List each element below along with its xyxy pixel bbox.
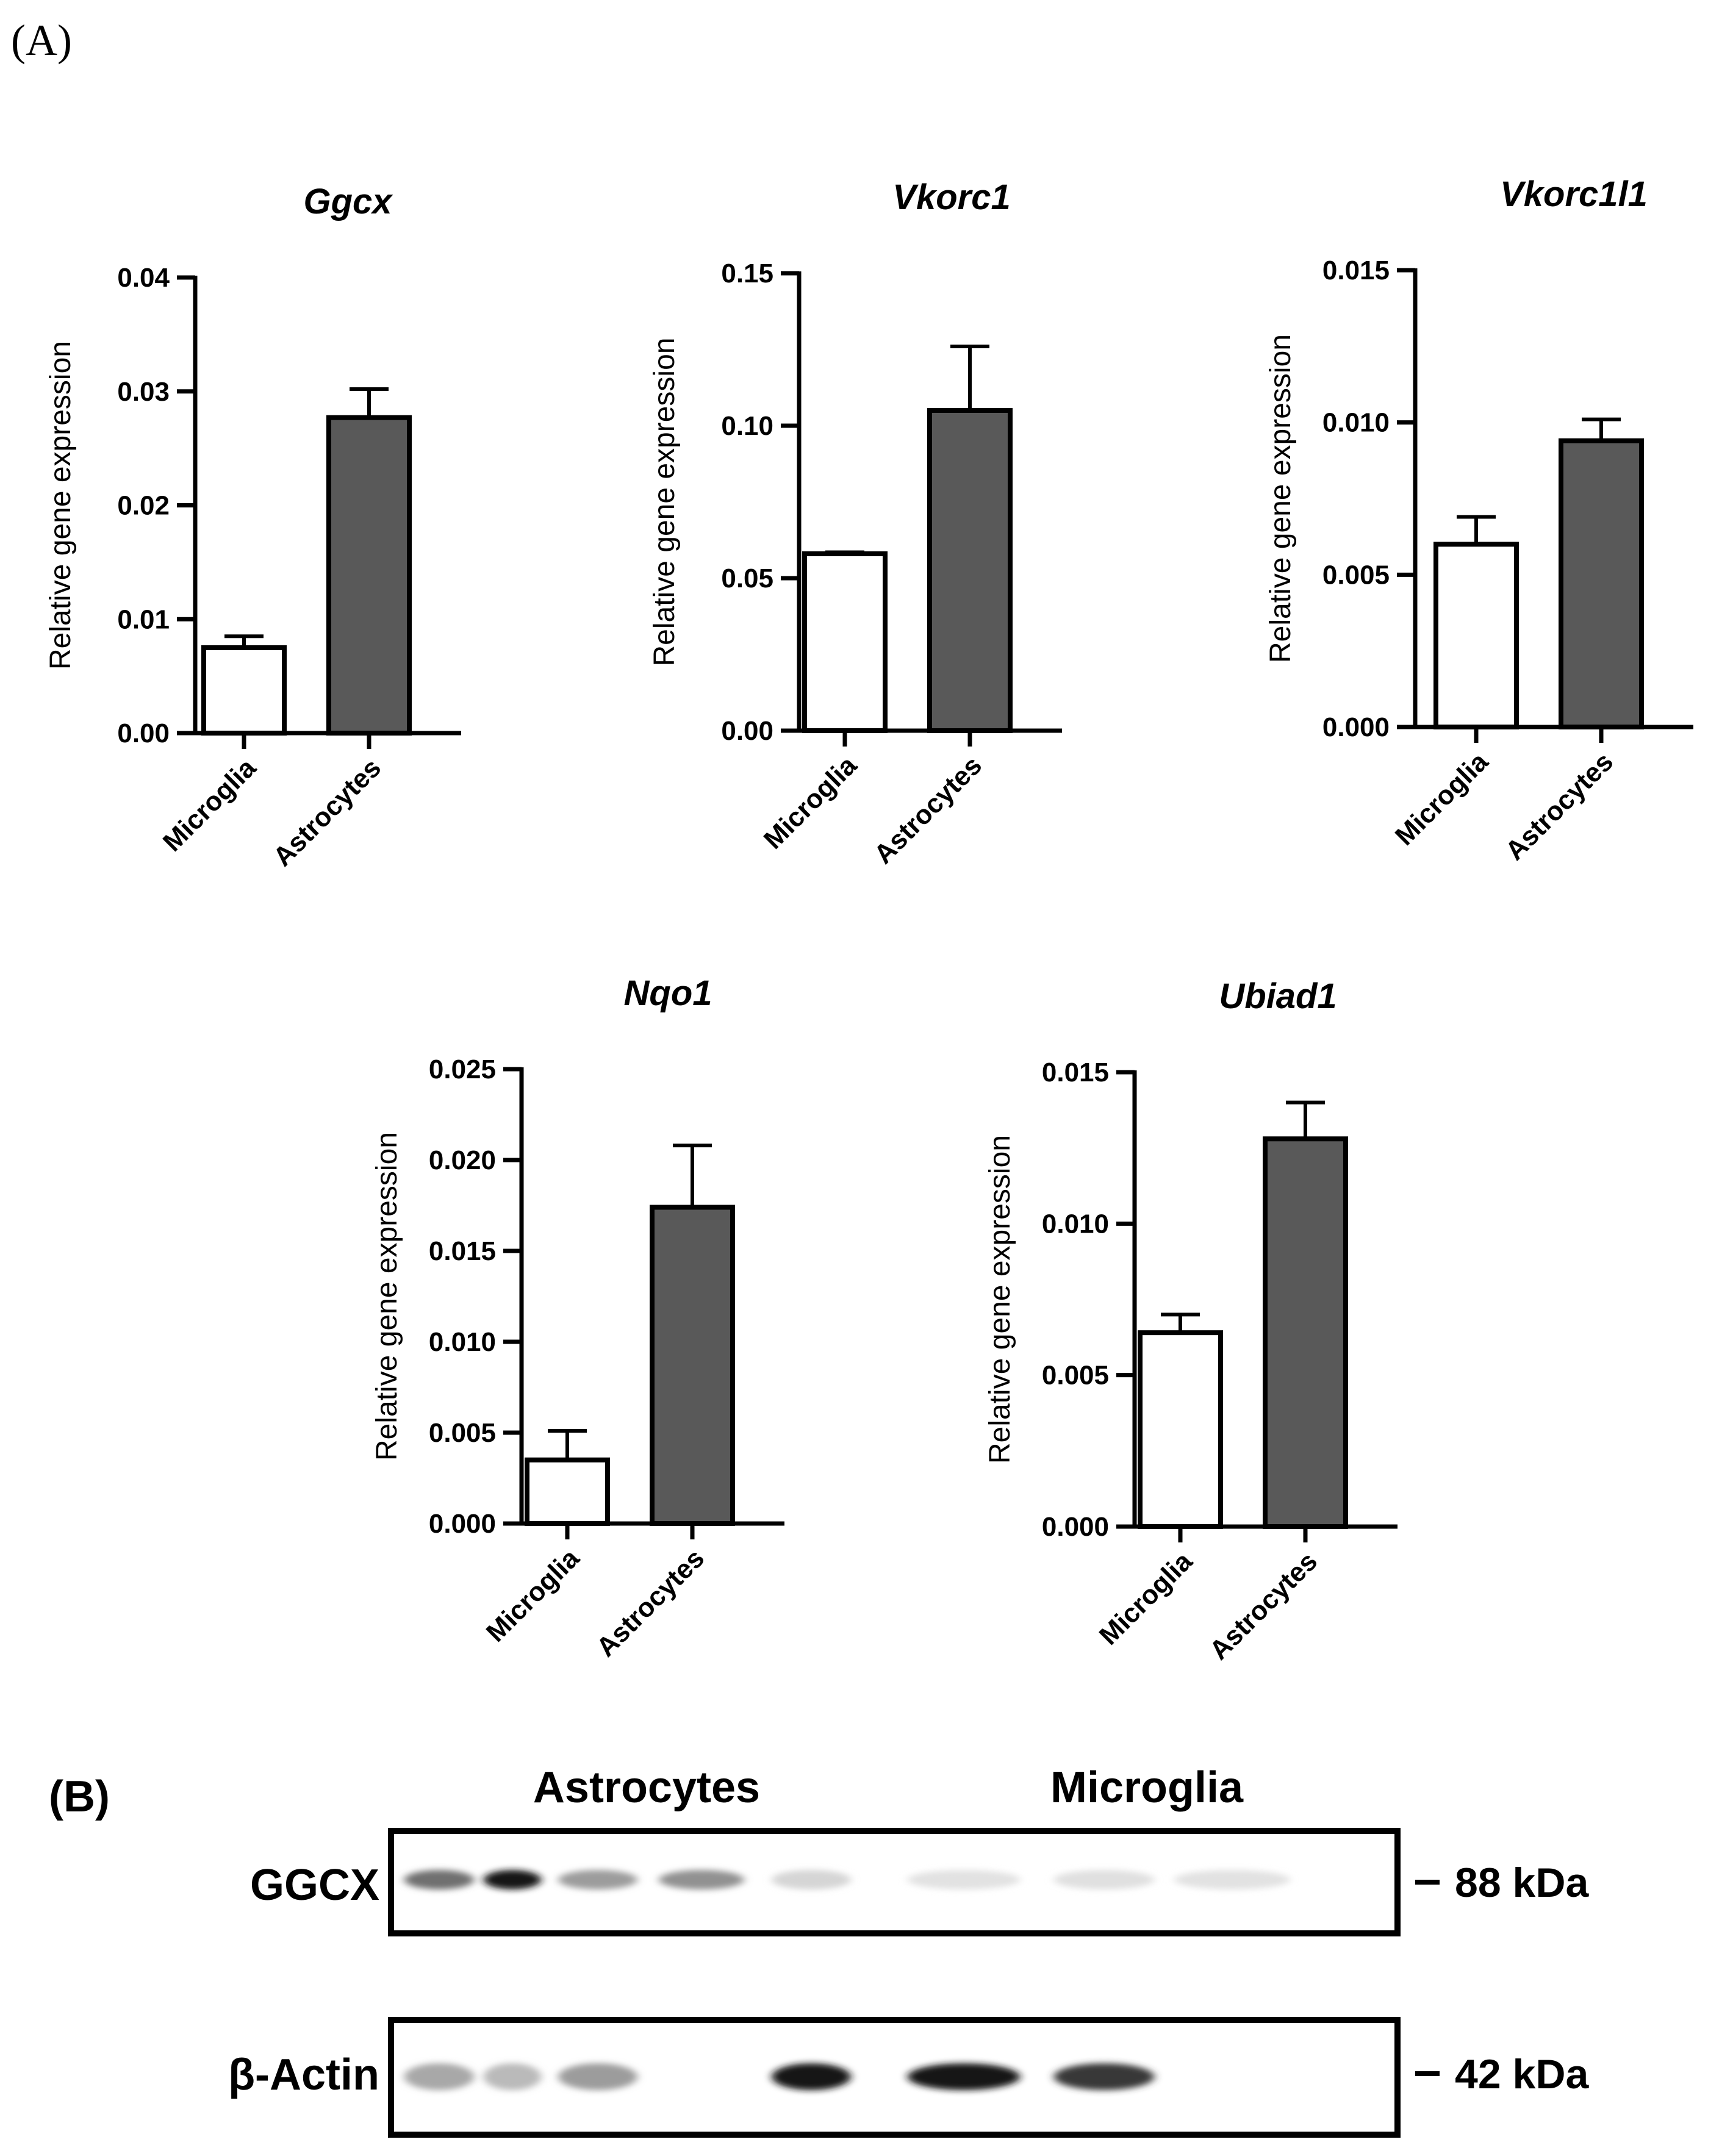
blot-group-label-astrocytes: Astrocytes <box>533 1763 760 1812</box>
y-tick-label: 0.10 <box>721 411 773 441</box>
y-tick-label: 0.01 <box>117 604 170 634</box>
bar-astrocytes <box>1263 1136 1348 1530</box>
blot-row-ggcx: GGCX 88 kDa <box>250 1828 1589 1936</box>
blot-band-lane-2 <box>483 1870 542 1889</box>
chart-title: Nqo1 <box>624 973 712 1013</box>
bar-astrocytes <box>650 1205 735 1526</box>
x-tick-label: Astrocytes <box>869 750 988 869</box>
y-tick-label: 0.05 <box>721 564 773 593</box>
y-tick-label: 0.03 <box>117 377 170 407</box>
y-tick-label: 0.000 <box>1322 712 1390 742</box>
x-tick-label: Astrocytes <box>591 1543 710 1662</box>
blot-row-beta-actin: β-Actin 42 kDa <box>228 2017 1589 2138</box>
blot-band-lane-7 <box>1053 1870 1155 1889</box>
x-tick-label: Microglia <box>1390 747 1494 851</box>
y-tick-label: 0.000 <box>429 1509 496 1539</box>
chart-title: Vkorc1l1 <box>1500 174 1648 214</box>
y-axis-label: Relative gene expression <box>45 341 77 670</box>
y-tick-label: 0.005 <box>1042 1361 1109 1391</box>
chart-ggcx: Ggcx 0.00 0.01 0.02 0.03 0.04 Relative gene ex… <box>45 182 461 872</box>
blot-band-lane-3 <box>558 2063 637 2090</box>
bar-microglia <box>1433 542 1519 730</box>
blot-band-lane-2 <box>483 2063 542 2090</box>
blot-band-lane-4 <box>659 1870 744 1889</box>
y-tick-label: 0.00 <box>117 718 170 748</box>
bar-microglia <box>525 1457 610 1526</box>
y-tick-label: 0.010 <box>1322 408 1390 438</box>
bar-microglia <box>802 551 888 733</box>
blot-mw-label: 88 kDa <box>1455 1860 1589 1906</box>
blot-band-lane-5 <box>772 1870 851 1889</box>
chart-vkorc1l1: Vkorc1l1 0.000 0.005 0.010 0.015 Relative gen… <box>1265 174 1693 866</box>
y-tick-label: 0.020 <box>429 1145 496 1175</box>
y-tick-label: 0.000 <box>1042 1512 1109 1542</box>
y-axis-label: Relative gene expression <box>1265 334 1297 663</box>
chart-ubiad1: Ubiad1 0.000 0.005 0.010 0.015 Relative gene … <box>984 976 1398 1666</box>
y-tick-label: 0.015 <box>429 1236 496 1266</box>
x-tick-label: Astrocytes <box>268 753 387 872</box>
y-tick-label: 0.00 <box>721 716 773 746</box>
y-axis-label: Relative gene expression <box>371 1132 403 1461</box>
y-tick-label: 0.010 <box>429 1327 496 1357</box>
x-tick-label: Microglia <box>157 753 262 858</box>
chart-nqo1: Nqo1 0.000 0.005 0.010 0.015 0.020 0.025 Relati… <box>371 973 784 1663</box>
bar-astrocytes <box>326 415 412 736</box>
y-tick-label: 0.010 <box>1042 1209 1109 1239</box>
y-axis-label: Relative gene expression <box>984 1135 1016 1464</box>
bar-charts: Ggcx 0.00 0.01 0.02 0.03 0.04 Relative gene ex… <box>45 174 1693 1666</box>
blot-band-lane-1 <box>404 2063 475 2090</box>
blot-group-label-microglia: Microglia <box>1050 1763 1244 1812</box>
y-tick-label: 0.04 <box>117 263 170 293</box>
x-tick-label: Microglia <box>481 1543 586 1648</box>
bar-astrocytes <box>927 408 1013 733</box>
blot-protein-label: β-Actin <box>228 2050 379 2099</box>
y-tick-label: 0.15 <box>721 259 773 288</box>
blot-band-lane-3 <box>558 1870 637 1889</box>
y-tick-label: 0.02 <box>117 491 170 521</box>
y-axis-label: Relative gene expression <box>648 338 681 667</box>
x-tick-label: Astrocytes <box>1204 1546 1323 1665</box>
blot-band-lane-5 <box>772 2063 851 2090</box>
chart-title: Ggcx <box>303 182 393 221</box>
blot-band-lane-6 <box>907 1870 1021 1889</box>
chart-title: Ubiad1 <box>1219 976 1337 1016</box>
blot-frame <box>388 2017 1401 2138</box>
bar-microglia <box>201 645 287 736</box>
bar-astrocytes <box>1559 438 1644 729</box>
x-tick-label: Astrocytes <box>1500 747 1619 865</box>
x-tick-label: Microglia <box>1094 1546 1199 1651</box>
blot-band-lane-7 <box>1053 2063 1155 2090</box>
panel-a-label: (A) <box>11 16 72 65</box>
chart-vkorc1: Vkorc1 0.00 0.05 0.10 0.15 Relative gene expr… <box>648 177 1062 870</box>
y-tick-label: 0.005 <box>1322 560 1390 590</box>
chart-title: Vkorc1 <box>892 177 1010 217</box>
y-tick-label: 0.015 <box>1042 1058 1109 1087</box>
blot-mw-label: 42 kDa <box>1455 2051 1589 2097</box>
panel-b-label: (B) <box>49 1772 110 1821</box>
blot-band-lane-1 <box>404 1870 475 1889</box>
y-tick-label: 0.015 <box>1322 256 1390 285</box>
blot-band-lane-6 <box>907 2063 1021 2090</box>
y-tick-label: 0.005 <box>429 1418 496 1448</box>
y-tick-label: 0.025 <box>429 1055 496 1084</box>
bar-microglia <box>1138 1330 1223 1529</box>
western-blot: Astrocytes Microglia GGCX 88 kDa β-Actin… <box>228 1763 1589 2138</box>
x-tick-label: Microglia <box>758 750 863 855</box>
blot-band-lane-8 <box>1174 1870 1290 1889</box>
blot-protein-label: GGCX <box>250 1861 379 1910</box>
